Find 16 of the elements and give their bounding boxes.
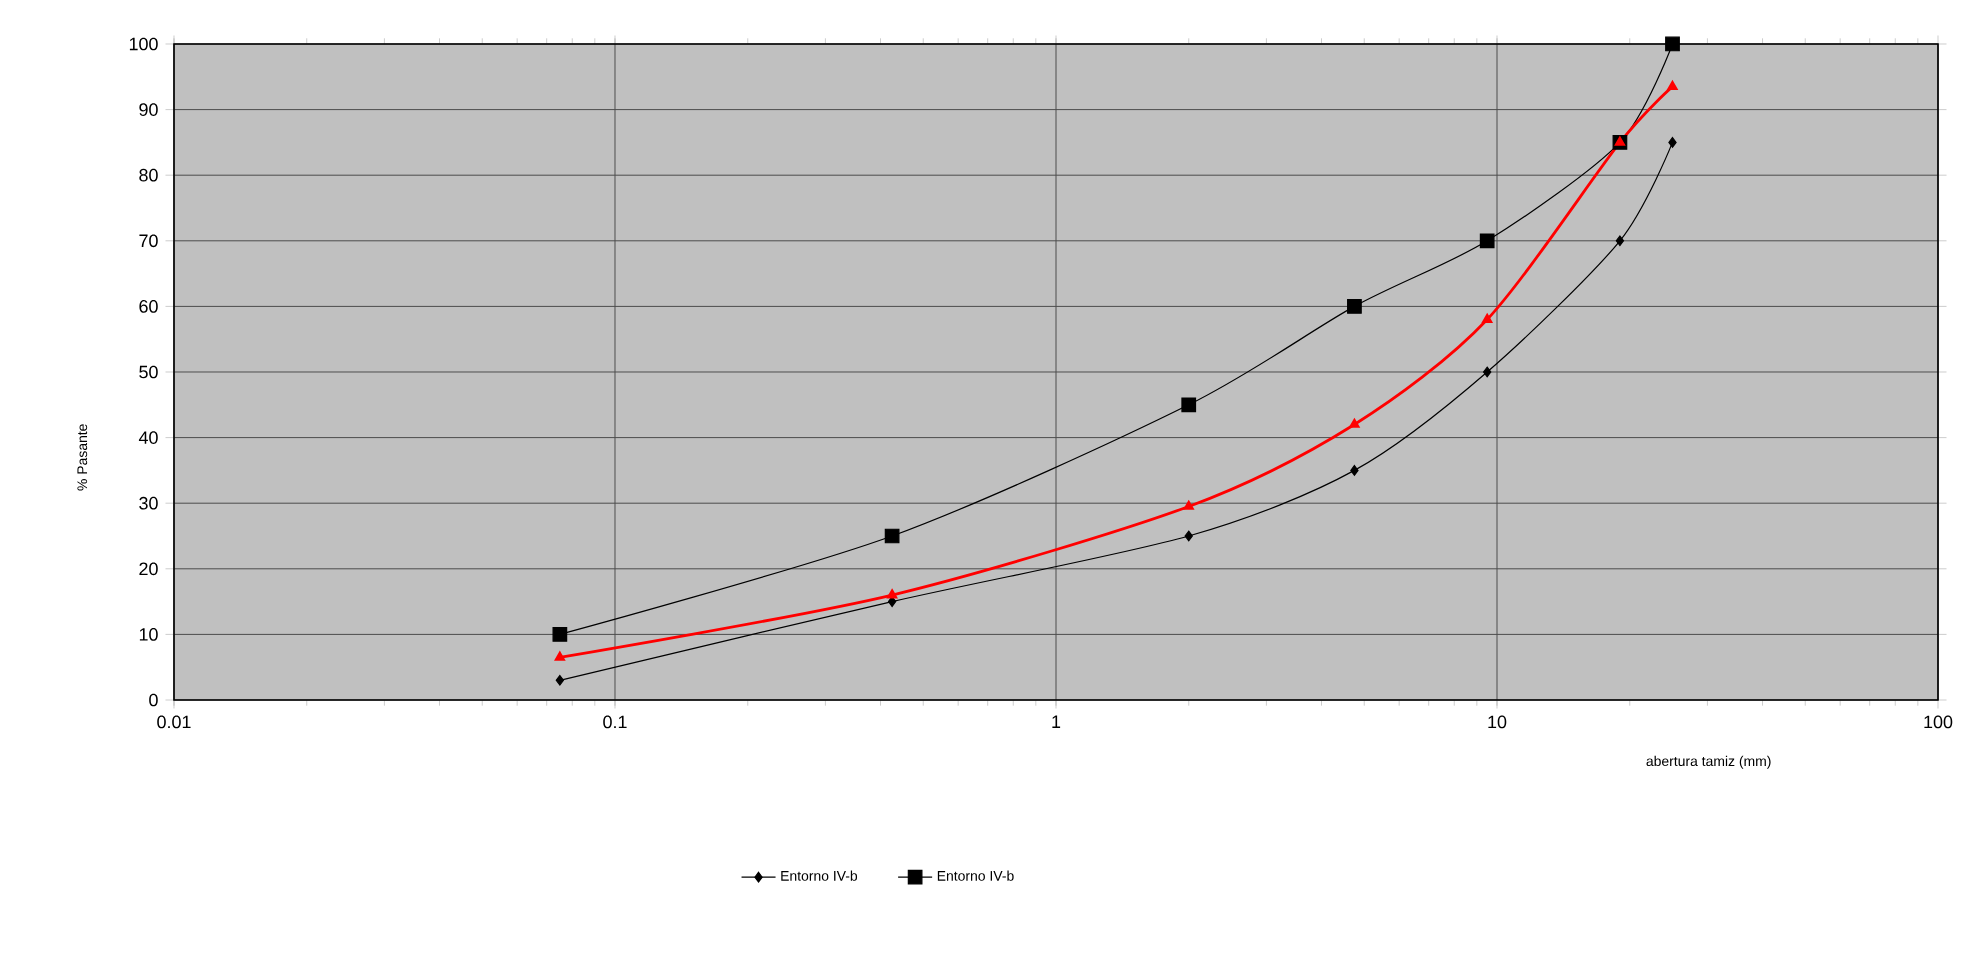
x-tick-label: 10 xyxy=(1488,715,1507,729)
y-tick-label: 20 xyxy=(139,562,158,576)
y-tick-label: 90 xyxy=(139,103,158,116)
y-tick-label: 80 xyxy=(139,168,158,182)
y-tick-label: 0 xyxy=(149,693,158,707)
x-tick-label: 100 xyxy=(1924,715,1953,729)
y-tick-label: 30 xyxy=(139,496,158,510)
y-tick-label: 70 xyxy=(139,234,158,248)
x-tick-label: 0.01 xyxy=(157,715,191,729)
y-tick-label: 40 xyxy=(138,431,158,444)
y-tick-label: 60 xyxy=(139,300,158,313)
y-tick-label: 100 xyxy=(129,37,158,51)
y-tick-label: 10 xyxy=(139,628,158,641)
x-tick-label: 1 xyxy=(1052,715,1061,728)
y-tick-label: 50 xyxy=(139,365,158,379)
x-tick-label: 0.1 xyxy=(603,715,627,729)
